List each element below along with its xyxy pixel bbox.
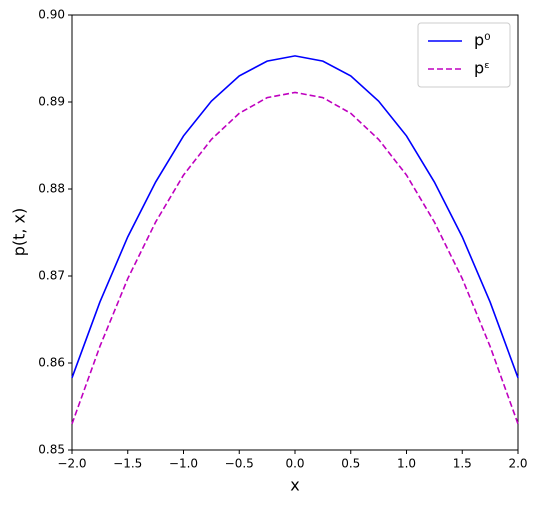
- series-line: [71, 55, 519, 379]
- x-tick-label: −2.0: [57, 457, 86, 471]
- x-tick-label: 1.5: [453, 457, 472, 471]
- legend-text: p⁰: [474, 31, 491, 50]
- x-tick-label: 2.0: [508, 457, 527, 471]
- legend-box: [417, 22, 511, 88]
- x-axis-label: x: [290, 476, 299, 495]
- y-tick-label: 0.86: [38, 356, 65, 370]
- y-axis-label: p(t, x): [10, 208, 29, 257]
- series-line: [71, 91, 519, 425]
- y-tick-label: 0.87: [38, 269, 65, 283]
- y-tick-label: 0.85: [38, 443, 65, 457]
- legend-text: pᵋ: [474, 59, 490, 78]
- x-tick-label: −0.5: [225, 457, 254, 471]
- y-tick-label: 0.90: [38, 8, 65, 22]
- x-tick-label: 0.5: [341, 457, 360, 471]
- x-tick-label: −1.5: [113, 457, 142, 471]
- y-tick-label: 0.89: [38, 95, 65, 109]
- x-tick-label: 1.0: [397, 457, 416, 471]
- y-tick-label: 0.88: [38, 182, 65, 196]
- x-tick-label: 0.0: [285, 457, 304, 471]
- x-tick-label: −1.0: [169, 457, 198, 471]
